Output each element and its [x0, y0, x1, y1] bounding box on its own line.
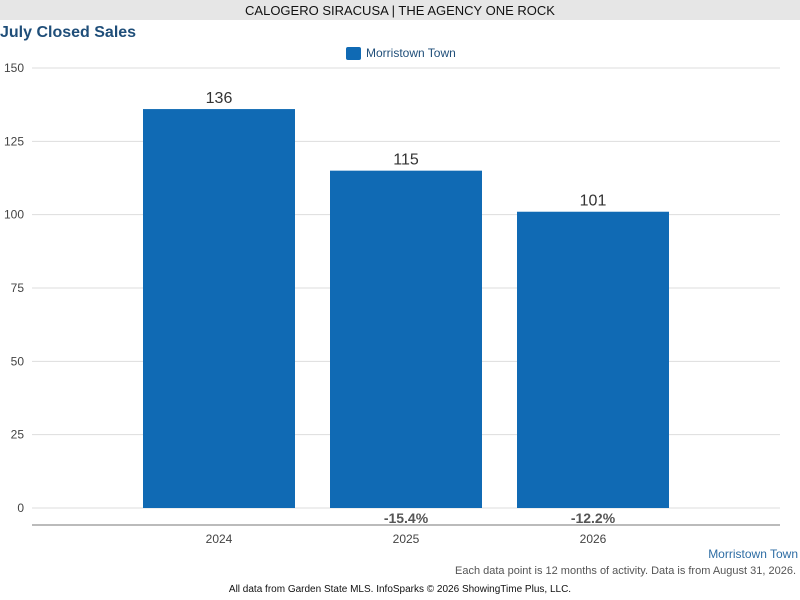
legend-swatch — [346, 46, 361, 60]
bar-value-label: 136 — [206, 90, 233, 107]
percent-change-label: -12.2% — [571, 510, 616, 526]
bar — [143, 109, 295, 509]
chart-title: July Closed Sales — [0, 24, 137, 41]
region-label[interactable]: Morristown Town — [708, 547, 798, 561]
bar-value-label: 115 — [393, 152, 419, 169]
data-footnote: Each data point is 12 months of activity… — [455, 565, 796, 577]
y-tick-label: 75 — [11, 281, 25, 295]
bar-value-label: 101 — [580, 193, 607, 210]
y-tick-label: 150 — [4, 61, 24, 75]
legend-label: Morristown Town — [366, 46, 456, 60]
data-credit: All data from Garden State MLS. InfoSpar… — [228, 584, 572, 595]
y-tick-label: 50 — [11, 354, 25, 368]
y-tick-label: 25 — [11, 428, 25, 442]
bar — [517, 211, 669, 508]
y-tick-label: 0 — [17, 501, 24, 515]
header-banner: CALOGERO SIRACUSA | THE AGENCY ONE ROCK — [0, 0, 800, 20]
y-tick-label: 125 — [4, 134, 24, 148]
x-tick-label: 2024 — [206, 532, 233, 546]
x-tick-label: 2025 — [393, 532, 420, 546]
bar-chart: 0 25 50 75 100 125 150 136 2024 115 -15.4% 2025 101 -… — [4, 61, 780, 546]
legend[interactable]: Morristown Town — [346, 45, 456, 61]
y-tick-label: 100 — [4, 208, 24, 222]
bar — [330, 170, 482, 508]
percent-change-label: -15.4% — [384, 510, 429, 526]
x-tick-label: 2026 — [580, 532, 607, 546]
